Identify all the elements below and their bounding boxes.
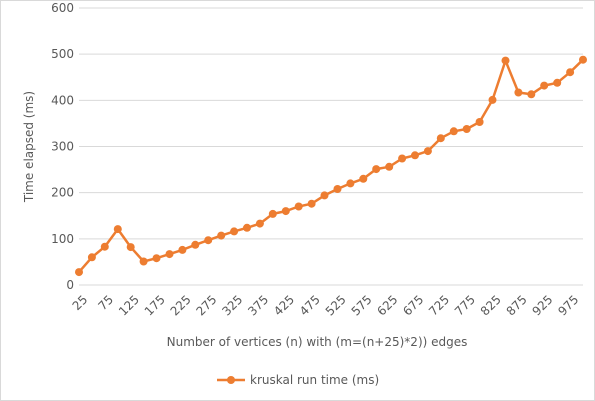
data-point xyxy=(139,257,148,266)
data-point xyxy=(436,134,445,143)
data-point xyxy=(268,209,277,218)
data-point xyxy=(475,118,484,126)
data-point xyxy=(307,199,316,208)
data-point xyxy=(255,219,264,228)
x-tick-label: 75 xyxy=(95,292,116,313)
data-point xyxy=(294,202,303,211)
data-point xyxy=(75,268,83,277)
data-point xyxy=(230,227,239,236)
x-tick-label: 525 xyxy=(323,292,349,318)
data-point xyxy=(243,223,251,232)
y-axis-title: Time elapsed (ms) xyxy=(22,91,36,203)
data-point xyxy=(411,151,419,160)
x-tick-label: 975 xyxy=(555,292,581,318)
x-tick-label: 25 xyxy=(70,292,91,313)
data-point xyxy=(113,225,122,234)
data-point xyxy=(462,125,471,133)
data-point xyxy=(488,95,497,104)
y-tick-label: 400 xyxy=(51,93,74,107)
y-tick-label: 0 xyxy=(66,278,74,292)
data-point xyxy=(217,231,226,240)
x-tick-label: 125 xyxy=(116,292,142,318)
data-point xyxy=(359,174,368,183)
y-tick-labels: 0 100 200 300 400 500 600 xyxy=(51,1,74,292)
data-point xyxy=(191,240,200,249)
y-tick-label: 500 xyxy=(51,47,74,61)
x-tick-label: 725 xyxy=(426,292,452,318)
y-tick-label: 200 xyxy=(51,186,74,200)
data-point xyxy=(100,242,109,251)
data-point xyxy=(152,254,161,263)
x-tick-label: 225 xyxy=(168,292,194,318)
x-tick-label: 375 xyxy=(245,292,271,318)
data-point xyxy=(398,154,407,163)
series-group xyxy=(75,55,587,277)
y-tick-label: 100 xyxy=(51,232,74,246)
legend: kruskal run time (ms) xyxy=(217,373,379,387)
x-tick-label: 325 xyxy=(219,292,245,318)
x-axis-title: Number of vertices (n) with (m=(n+25)*2)… xyxy=(167,335,468,349)
y-tick-label: 300 xyxy=(51,140,74,154)
legend-label: kruskal run time (ms) xyxy=(250,373,379,387)
data-point xyxy=(333,185,342,193)
data-point xyxy=(165,250,174,259)
data-point xyxy=(320,191,329,200)
data-point xyxy=(501,56,510,65)
x-tick-label: 775 xyxy=(452,292,478,318)
data-point xyxy=(566,68,575,77)
x-tick-label: 275 xyxy=(193,292,219,318)
data-point xyxy=(178,245,187,254)
data-point xyxy=(514,88,523,97)
x-tick-label: 925 xyxy=(529,292,555,318)
data-point xyxy=(423,147,432,156)
data-point xyxy=(281,207,290,216)
gridlines xyxy=(79,7,583,240)
x-tick-label: 875 xyxy=(504,292,530,318)
data-point xyxy=(385,162,394,171)
data-point xyxy=(87,253,96,262)
x-tick-label: 475 xyxy=(297,292,323,318)
x-tick-label: 425 xyxy=(271,292,297,318)
data-point xyxy=(126,243,135,252)
data-point xyxy=(579,55,587,64)
data-point xyxy=(540,81,549,90)
data-point xyxy=(346,179,355,188)
y-tick-label: 600 xyxy=(51,1,74,15)
x-tick-label: 825 xyxy=(478,292,504,318)
x-tick-label: 675 xyxy=(400,292,426,318)
legend-swatch-marker xyxy=(227,376,235,384)
x-tick-label: 625 xyxy=(374,292,400,318)
data-point xyxy=(449,127,458,136)
x-tick-labels: 25 75 125 175 225 275 325 375 425 475 525 575 625 675… xyxy=(70,292,582,318)
data-point xyxy=(553,78,562,87)
x-tick-label: 575 xyxy=(349,292,375,318)
data-point xyxy=(204,236,213,245)
x-tick-label: 175 xyxy=(142,292,168,318)
series-line xyxy=(78,58,584,273)
data-point xyxy=(527,90,536,99)
data-point xyxy=(372,165,381,174)
